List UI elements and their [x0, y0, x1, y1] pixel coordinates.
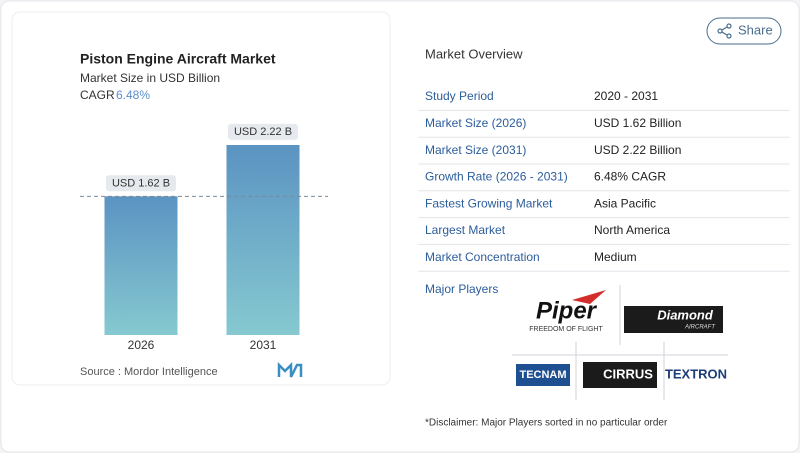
disclaimer: *Disclaimer: Major Players sorted in no …	[425, 418, 668, 429]
overview-label: Study Period	[425, 89, 494, 103]
logo-piper-tagline: FREEDOM OF FLIGHT	[529, 326, 603, 333]
overview-value: 2020 - 2031	[594, 89, 658, 103]
logo-cirrus: CIRRUS	[603, 366, 653, 381]
bar	[226, 145, 300, 335]
brand-mark	[277, 361, 303, 378]
logo-piper-swoosh	[572, 290, 606, 304]
value-label-box	[105, 175, 177, 192]
overview-label: Market Size (2031)	[425, 143, 526, 157]
share-icon	[717, 23, 732, 39]
share-label[interactable]: Share	[738, 22, 773, 37]
chart-card	[11, 11, 391, 386]
logo-tecnam-bg	[516, 364, 570, 386]
overview-label: Fastest Growing Market	[425, 196, 553, 210]
overview-value: USD 1.62 Billion	[594, 116, 681, 130]
x-tick-label: 2031	[250, 338, 277, 352]
logo-grid	[512, 285, 728, 400]
x-tick-label: 2026	[128, 338, 155, 352]
overview-value: Medium	[594, 250, 637, 264]
overview-label: Market Size (2026)	[425, 116, 526, 130]
chart-title: Piston Engine Aircraft Market	[80, 51, 276, 67]
players-title: Major Players	[425, 282, 498, 296]
overview-value: Asia Pacific	[594, 196, 656, 210]
logo-textron: TEXTRON	[665, 366, 727, 381]
share-button[interactable]	[706, 17, 782, 45]
overview-value: 6.48% CAGR	[594, 170, 666, 184]
source: Source : Mordor Intelligence	[80, 366, 218, 378]
logo-diamond-tagline: AIRCRAFT	[684, 325, 716, 331]
logo-diamond-bg	[624, 306, 723, 333]
value-label-box	[227, 123, 299, 140]
overview-label: Growth Rate (2026 - 2031)	[425, 170, 568, 184]
overview-label: Largest Market	[425, 223, 506, 237]
value-label: USD 1.62 B	[112, 177, 170, 189]
overview-label: Market Concentration	[425, 250, 540, 264]
logo-tecnam: TECNAM	[519, 369, 566, 381]
logo-diamond: Diamond	[657, 307, 714, 322]
cagr-value: 6.48%	[116, 88, 150, 102]
cagr-label: CAGR	[80, 88, 115, 102]
bar	[104, 196, 178, 335]
logo-cirrus-bg	[583, 362, 657, 388]
overview-value: USD 2.22 Billion	[594, 143, 681, 157]
overview-title: Market Overview	[425, 46, 523, 61]
chart-subtitle: Market Size in USD Billion	[80, 71, 220, 85]
overview-value: North America	[594, 223, 670, 237]
value-label: USD 2.22 B	[234, 126, 292, 138]
